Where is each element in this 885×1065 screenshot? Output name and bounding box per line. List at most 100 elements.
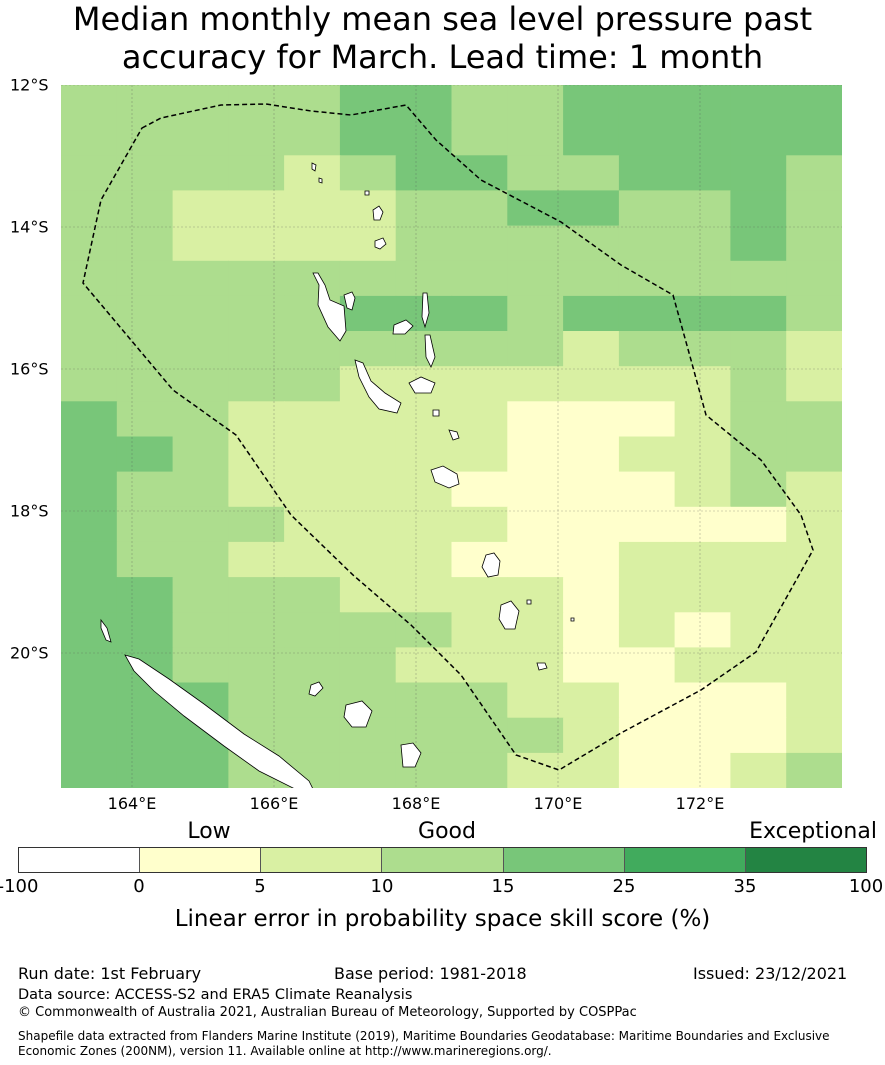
skill-cell bbox=[61, 436, 118, 473]
skill-cell bbox=[61, 471, 118, 508]
skill-cell bbox=[172, 85, 229, 121]
skill-cell bbox=[172, 647, 229, 684]
skill-cell bbox=[451, 471, 508, 508]
skill-cell bbox=[674, 612, 731, 649]
lon-label-164e: 164°E bbox=[107, 794, 157, 813]
skill-cell bbox=[507, 682, 564, 719]
colorbar bbox=[18, 847, 867, 873]
skill-cell bbox=[507, 471, 564, 508]
skill-cell bbox=[507, 401, 564, 438]
skill-cell bbox=[674, 120, 731, 156]
lon-label-166e: 166°E bbox=[249, 794, 299, 813]
skill-cell bbox=[228, 471, 285, 508]
skill-cell bbox=[228, 682, 285, 719]
skill-cell bbox=[172, 331, 229, 367]
skill-cell bbox=[395, 541, 453, 578]
skill-cell bbox=[786, 260, 843, 297]
skill-cell bbox=[61, 577, 118, 613]
skill-cell bbox=[228, 401, 285, 438]
skill-cell bbox=[786, 366, 843, 402]
skill-cell bbox=[786, 401, 843, 438]
skill-cell bbox=[618, 577, 676, 613]
skill-cell bbox=[674, 541, 731, 578]
skill-cell bbox=[618, 647, 676, 684]
skill-cell bbox=[284, 401, 341, 438]
skill-cell bbox=[618, 717, 676, 754]
title-line-2: accuracy for March. Lead time: 1 month bbox=[121, 38, 764, 76]
base-period: Base period: 1981-2018 bbox=[334, 964, 527, 983]
skill-cell bbox=[172, 541, 229, 578]
skill-cell bbox=[730, 120, 787, 156]
data-source: Data source: ACCESS-S2 and ERA5 Climate … bbox=[18, 987, 413, 1003]
skill-cell bbox=[228, 260, 285, 297]
skill-cell bbox=[674, 331, 731, 367]
skill-cell bbox=[730, 155, 787, 192]
skill-cell bbox=[507, 331, 564, 367]
skill-cell bbox=[284, 155, 341, 192]
skill-cell bbox=[395, 401, 453, 438]
skill-cell bbox=[116, 155, 174, 192]
skill-cell bbox=[451, 717, 508, 754]
skill-cell bbox=[674, 225, 731, 262]
skill-cell bbox=[228, 295, 285, 332]
skill-cell bbox=[451, 120, 508, 156]
skill-cell bbox=[730, 752, 787, 789]
skill-cell bbox=[563, 366, 620, 402]
skill-cell bbox=[395, 260, 453, 297]
skill-cell bbox=[786, 225, 843, 262]
skill-cell bbox=[563, 752, 620, 789]
skill-cell bbox=[451, 401, 508, 438]
skill-cell bbox=[395, 577, 453, 613]
lat-label-14s: 14°S bbox=[10, 217, 49, 237]
skill-cell bbox=[674, 436, 731, 473]
skill-cell bbox=[451, 225, 508, 262]
skill-cell bbox=[507, 717, 564, 754]
colorbar-segment bbox=[382, 848, 504, 872]
skill-cell bbox=[730, 506, 787, 543]
colorbar-tick: -100 bbox=[0, 876, 39, 897]
skill-cell bbox=[284, 506, 341, 543]
colorbar-segment bbox=[19, 848, 141, 872]
skill-cell bbox=[563, 120, 620, 156]
skill-cell bbox=[674, 295, 731, 332]
skill-cell bbox=[116, 190, 174, 227]
skill-cell bbox=[730, 717, 787, 754]
skill-cell bbox=[116, 120, 174, 156]
skill-cell bbox=[61, 541, 118, 578]
skill-cell bbox=[395, 225, 453, 262]
skill-cell bbox=[228, 155, 285, 192]
skill-cell bbox=[172, 190, 229, 227]
skill-cell bbox=[786, 120, 843, 156]
skill-cell bbox=[730, 577, 787, 613]
skill-cell bbox=[563, 471, 620, 508]
skill-cell bbox=[172, 225, 229, 262]
colorbar-tick: 25 bbox=[612, 876, 636, 897]
skill-cell bbox=[786, 506, 843, 543]
skill-cell bbox=[507, 541, 564, 578]
legend-category-good: Good bbox=[418, 819, 476, 844]
skill-cell bbox=[228, 85, 285, 121]
skill-cell bbox=[451, 190, 508, 227]
skill-cell bbox=[563, 155, 620, 192]
skill-cell bbox=[339, 612, 397, 649]
skill-cell bbox=[451, 260, 508, 297]
skill-cell bbox=[618, 331, 676, 367]
skill-cell bbox=[451, 331, 508, 367]
skill-cell bbox=[730, 260, 787, 297]
skill-cell bbox=[507, 436, 564, 473]
skill-cell bbox=[339, 541, 397, 578]
skill-cell bbox=[786, 295, 843, 332]
skill-cell bbox=[395, 612, 453, 649]
skill-cell bbox=[284, 471, 341, 508]
island-outlines bbox=[311, 162, 575, 671]
skill-cell bbox=[563, 331, 620, 367]
skill-cell bbox=[618, 471, 676, 508]
skill-cell bbox=[563, 85, 620, 121]
skill-cell bbox=[786, 647, 843, 684]
skill-cell bbox=[284, 647, 341, 684]
skill-cell bbox=[116, 436, 174, 473]
skill-cell bbox=[563, 541, 620, 578]
skill-cell bbox=[563, 577, 620, 613]
skill-cell bbox=[507, 260, 564, 297]
skill-cell bbox=[228, 541, 285, 578]
